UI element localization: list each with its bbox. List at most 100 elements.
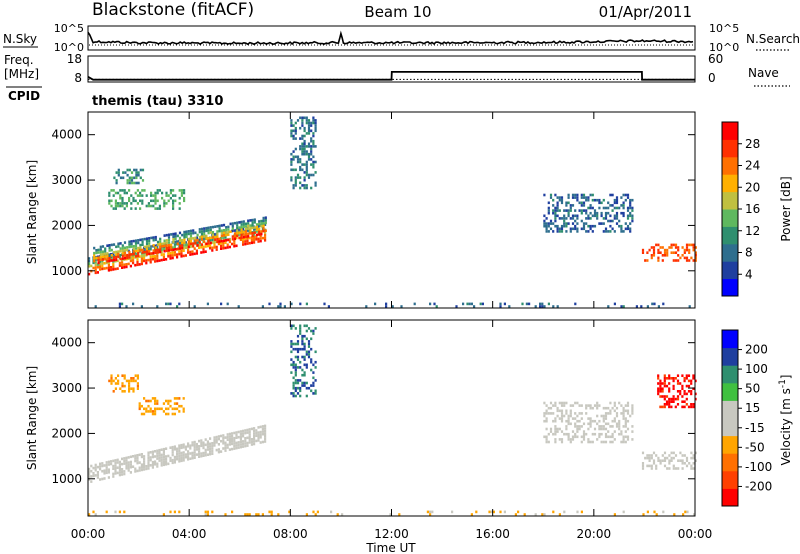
data-cell <box>565 419 568 423</box>
data-cell <box>629 201 632 205</box>
data-cell <box>578 427 581 431</box>
colorbar-tick-label: 12 <box>745 224 760 238</box>
data-cell <box>255 228 259 231</box>
data-cell <box>101 464 104 468</box>
data-cell <box>604 406 608 410</box>
data-cell <box>582 435 586 439</box>
data-cell <box>143 462 146 466</box>
data-cell <box>582 422 586 426</box>
data-cell <box>549 227 553 231</box>
data-cell <box>193 448 196 452</box>
data-cell <box>250 241 253 245</box>
data-cell <box>178 250 181 253</box>
colorbar-segment <box>722 418 738 437</box>
data-cell <box>604 440 608 444</box>
data-cell <box>193 252 196 256</box>
data-cell <box>220 439 223 443</box>
data-cell <box>174 194 177 197</box>
data-cell <box>312 132 315 135</box>
data-cell <box>244 237 247 241</box>
data-cell <box>121 204 124 208</box>
data-cell <box>622 440 625 444</box>
data-cell <box>591 224 594 228</box>
data-cell <box>552 404 555 407</box>
data-cell <box>246 431 249 434</box>
data-cell <box>224 436 227 439</box>
data-cell <box>294 366 297 369</box>
data-cell <box>156 305 159 308</box>
data-cell <box>130 194 133 197</box>
data-cell <box>123 390 126 393</box>
data-cell <box>299 324 302 328</box>
data-cell <box>574 224 577 228</box>
data-cell <box>217 443 220 446</box>
data-cell <box>598 432 601 436</box>
data-cell <box>194 241 197 245</box>
colorbar-segment <box>722 453 738 472</box>
data-cell <box>121 261 124 264</box>
data-cell <box>543 193 546 197</box>
data-cell <box>666 467 669 470</box>
data-cell <box>685 384 688 388</box>
data-cell <box>657 387 660 390</box>
data-cell <box>547 201 550 205</box>
data-cell <box>172 199 175 203</box>
data-cell <box>216 240 219 244</box>
data-cell <box>156 402 159 405</box>
data-cell <box>305 163 308 166</box>
data-cell <box>685 259 689 262</box>
data-cell <box>213 436 216 439</box>
data-cell <box>310 158 313 161</box>
data-cell <box>165 241 168 245</box>
data-cell <box>567 222 570 225</box>
data-cell <box>136 459 139 462</box>
data-cell <box>683 256 686 260</box>
data-cell <box>167 407 170 411</box>
data-cell <box>690 379 693 383</box>
colorbar-tick-label: -50 <box>745 440 765 454</box>
data-cell <box>683 251 686 254</box>
data-cell <box>565 217 568 220</box>
data-cell <box>622 230 625 233</box>
data-cell <box>203 235 206 238</box>
data-cell <box>224 441 227 445</box>
data-cell <box>580 412 583 415</box>
colorbar-tick-label: 24 <box>745 159 760 173</box>
data-cell <box>602 425 605 428</box>
data-cell <box>264 219 267 222</box>
data-cell <box>629 214 632 218</box>
data-cell <box>312 371 315 374</box>
colorbar-tick-label: -200 <box>745 479 772 493</box>
data-cell <box>585 432 588 436</box>
data-cell <box>650 246 653 249</box>
data-cell <box>578 412 581 415</box>
data-cell <box>194 236 197 240</box>
data-cell <box>195 448 198 451</box>
data-cell <box>567 196 570 199</box>
data-cell <box>185 235 188 239</box>
power-scatter <box>88 116 697 308</box>
colorbar-segment <box>722 330 738 349</box>
data-cell <box>202 446 205 450</box>
data-cell <box>296 173 300 177</box>
data-cell <box>305 353 308 356</box>
data-cell <box>211 225 215 229</box>
data-cell <box>290 345 293 348</box>
data-cell <box>433 302 436 306</box>
data-cell <box>143 407 146 411</box>
data-cell <box>182 410 185 413</box>
data-cell <box>183 241 186 244</box>
data-cell <box>602 419 605 423</box>
data-cell <box>121 302 124 306</box>
data-cell <box>618 219 621 223</box>
data-cell <box>159 250 162 254</box>
data-cell <box>301 124 304 127</box>
data-cell <box>607 422 610 426</box>
data-cell <box>196 238 199 242</box>
data-cell <box>193 456 196 459</box>
data-cell <box>231 222 234 225</box>
data-cell <box>609 409 612 413</box>
data-cell <box>259 436 262 439</box>
data-cell <box>688 248 691 252</box>
data-cell <box>290 392 293 395</box>
